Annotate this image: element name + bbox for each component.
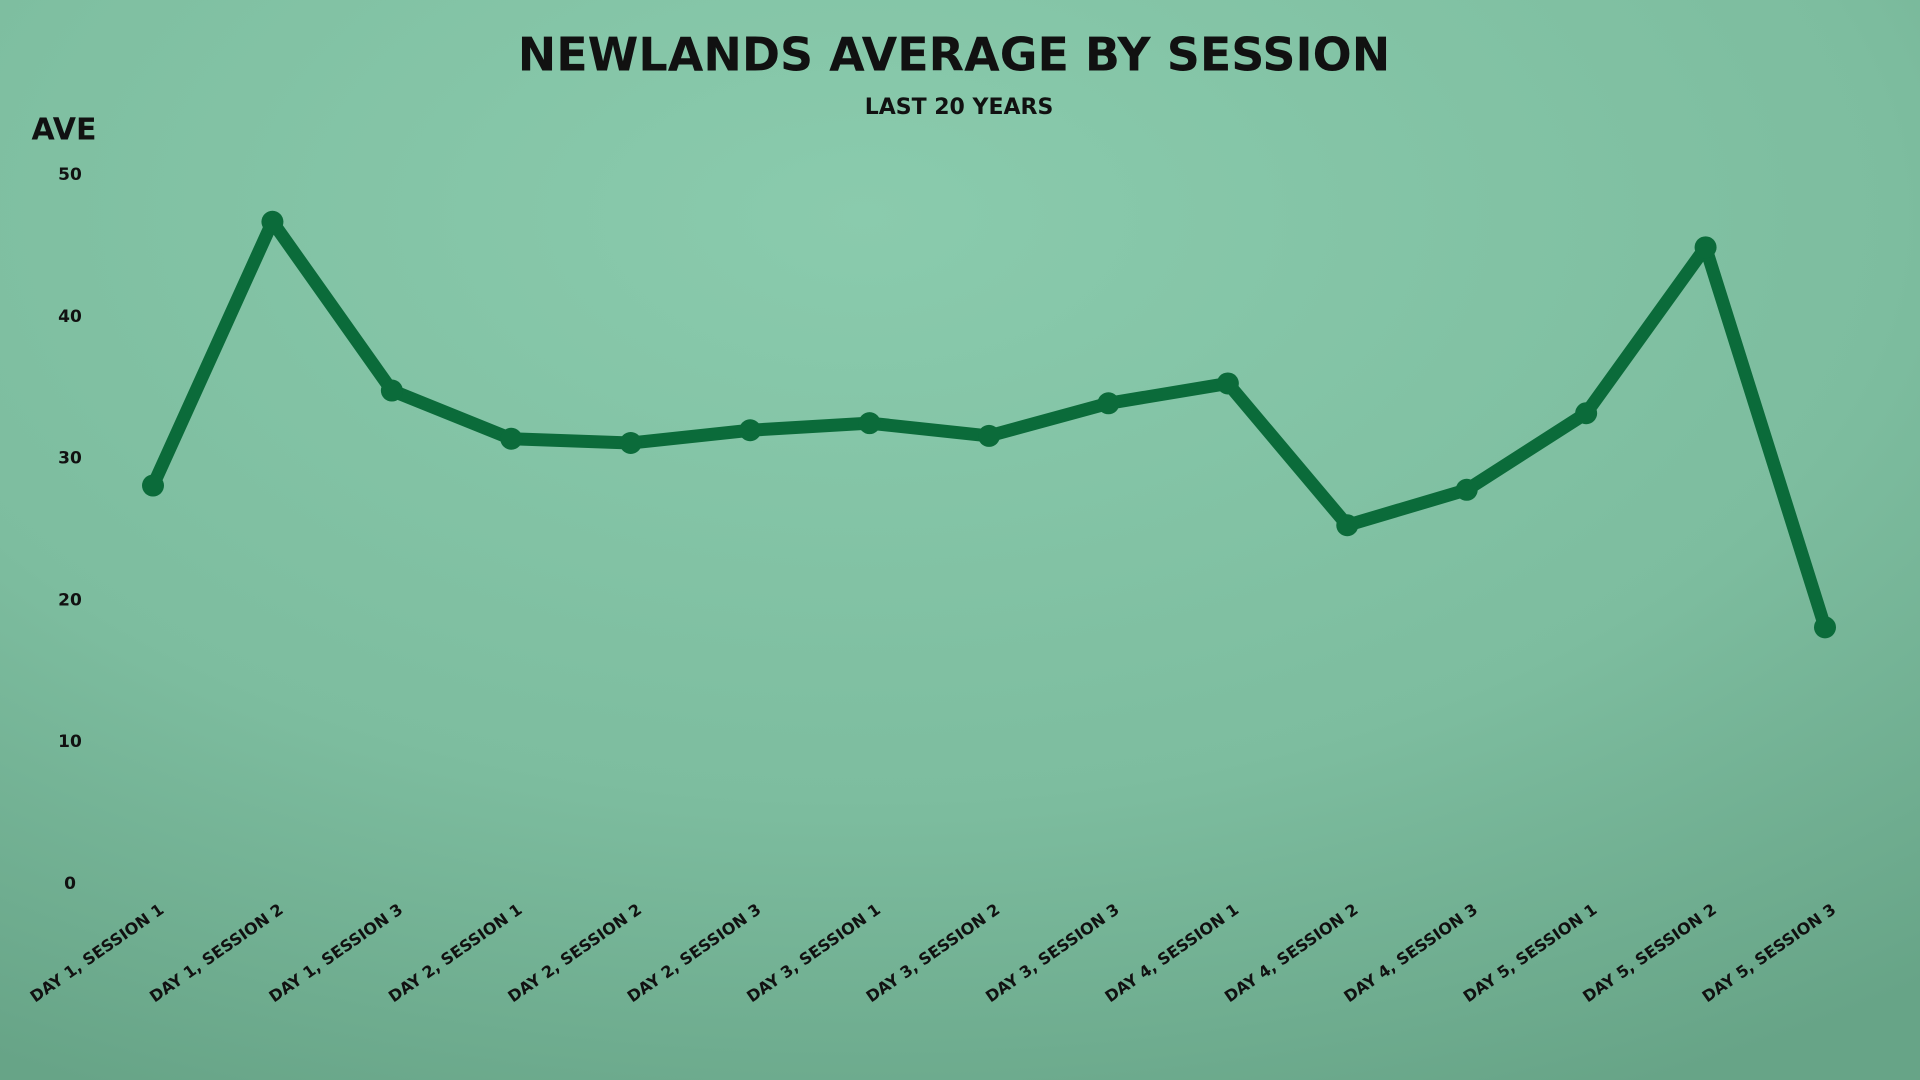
point (739, 419, 762, 442)
point (978, 424, 1000, 447)
point (619, 432, 642, 455)
point (1694, 236, 1717, 259)
chart-subtitle: LAST 20 YEARS (865, 95, 1054, 120)
point (1216, 372, 1239, 395)
y-tick-label: 50 (58, 165, 82, 185)
point (142, 474, 164, 497)
point (1814, 616, 1836, 639)
y-tick-label: 40 (58, 307, 82, 327)
y-tick-label: 30 (58, 449, 82, 469)
chart-title: NEWLANDS AVERAGE BY SESSION (518, 28, 1390, 82)
y-tick-label: 10 (58, 732, 82, 752)
point (1336, 514, 1359, 537)
point (1097, 392, 1120, 415)
y-tick-label: 20 (58, 590, 82, 610)
point (858, 412, 881, 435)
point (1455, 478, 1478, 501)
point (1575, 402, 1598, 425)
y-tick-label: 0 (64, 874, 76, 894)
point (380, 379, 403, 402)
y-axis-label: AVE (32, 113, 97, 148)
point (500, 427, 523, 450)
point (261, 210, 284, 233)
